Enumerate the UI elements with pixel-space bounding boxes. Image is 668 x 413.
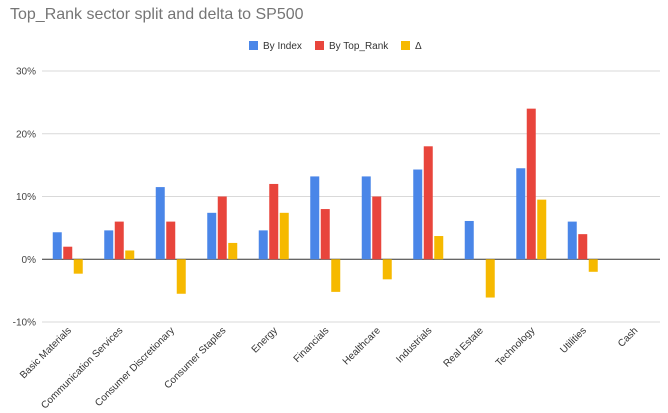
bar--3 xyxy=(228,242,238,260)
bar--7 xyxy=(434,236,444,260)
bar--5 xyxy=(331,259,341,292)
bar-by-index-5 xyxy=(310,176,320,260)
y-tick-label: 30% xyxy=(16,67,36,78)
bar-by-index-8 xyxy=(464,220,474,260)
x-tick-label: Basic Materials xyxy=(18,325,74,381)
bar-by-index-4 xyxy=(258,230,268,260)
x-tick-label: Energy xyxy=(250,325,280,355)
x-tick-label: Financials xyxy=(292,325,332,365)
x-tick-label: Real Estate xyxy=(442,325,487,370)
bar--4 xyxy=(279,212,289,260)
bars xyxy=(52,108,598,298)
bar-by-top-rank-6 xyxy=(372,196,382,260)
bar-by-index-7 xyxy=(413,169,423,260)
y-tick-label: 10% xyxy=(16,192,36,203)
legend-swatch xyxy=(401,41,410,50)
bar-by-index-3 xyxy=(207,212,217,260)
y-axis-ticks: 30% 20% 10% 0% -10% xyxy=(13,67,36,329)
bar--6 xyxy=(382,259,392,280)
bar-by-top-rank-1 xyxy=(114,221,124,260)
y-tick-label: 0% xyxy=(22,255,37,266)
bar-by-top-rank-5 xyxy=(320,209,330,260)
bar-by-top-rank-10 xyxy=(578,234,588,260)
bar-by-index-9 xyxy=(516,168,526,260)
bar-by-top-rank-7 xyxy=(423,146,433,260)
legend-label: By Index xyxy=(263,41,302,52)
bar-by-top-rank-2 xyxy=(166,221,176,260)
bar-by-top-rank-0 xyxy=(63,246,73,260)
bar-by-index-1 xyxy=(104,230,114,260)
bar--2 xyxy=(176,259,186,294)
bar-by-index-10 xyxy=(567,221,577,260)
bar--0 xyxy=(73,259,83,274)
bar-by-top-rank-9 xyxy=(526,108,536,260)
gridlines xyxy=(42,70,660,323)
chart-title: Top_Rank sector split and delta to SP500 xyxy=(10,6,304,23)
bar-by-top-rank-4 xyxy=(269,183,279,260)
bar-by-top-rank-3 xyxy=(217,196,227,260)
x-tick-label: Healthcare xyxy=(341,325,383,367)
bar-by-index-0 xyxy=(52,232,62,260)
legend-swatch xyxy=(249,41,258,50)
y-tick-label: 20% xyxy=(16,129,36,140)
bar--9 xyxy=(537,199,547,260)
bar-by-index-2 xyxy=(155,187,165,260)
y-tick-label: -10% xyxy=(13,318,36,329)
legend-label: Δ xyxy=(415,41,422,52)
bar--1 xyxy=(125,250,135,260)
legend-swatch xyxy=(315,41,324,50)
legend-label: By Top_Rank xyxy=(329,41,389,52)
x-tick-label: Technology xyxy=(494,325,538,369)
bar--10 xyxy=(588,259,598,272)
x-tick-label: Utilities xyxy=(558,325,589,356)
bar-by-index-6 xyxy=(361,176,371,260)
x-tick-label: Industrials xyxy=(394,325,434,365)
legend: By Index By Top_Rank Δ xyxy=(249,41,422,52)
x-tick-label: Cash xyxy=(616,325,640,349)
bar--8 xyxy=(485,259,495,298)
